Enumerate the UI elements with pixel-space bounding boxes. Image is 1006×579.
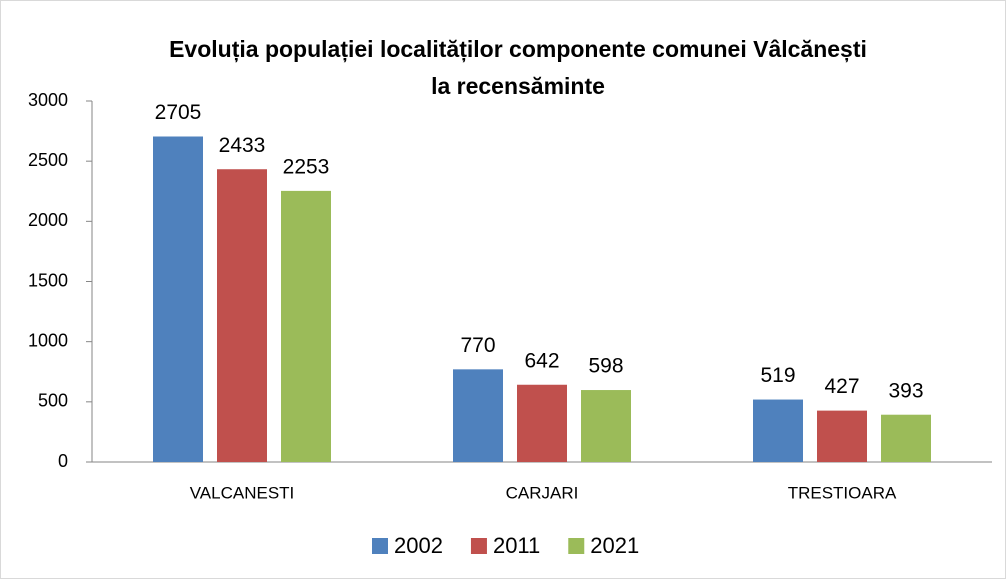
y-tick-label: 500 <box>38 391 68 411</box>
chart-title: Evoluția populației localităților compon… <box>169 36 867 63</box>
x-tick-label: VALCANESTI <box>190 483 295 502</box>
value-label: 2253 <box>283 155 330 178</box>
y-tick-label: 3000 <box>28 90 68 110</box>
bar <box>581 390 631 462</box>
legend-label: 2011 <box>493 533 540 558</box>
chart-title: la recensăminte <box>431 73 605 99</box>
x-tick-label: TRESTIOARA <box>788 483 897 502</box>
y-tick-label: 2500 <box>28 150 68 170</box>
bar <box>153 136 203 462</box>
bar <box>217 169 267 462</box>
legend-label: 2002 <box>394 533 443 558</box>
bar <box>817 410 867 462</box>
value-label: 770 <box>460 334 495 357</box>
bar <box>281 190 331 462</box>
bar <box>453 369 503 462</box>
legend-swatch <box>470 538 487 554</box>
value-label: 642 <box>524 349 559 372</box>
bar <box>517 384 567 462</box>
y-tick-label: 1000 <box>28 330 68 350</box>
legend-swatch <box>372 538 388 554</box>
y-tick-label: 0 <box>58 451 68 471</box>
y-tick-label: 2000 <box>28 210 68 230</box>
value-label: 2433 <box>219 134 266 157</box>
value-label: 427 <box>824 375 859 398</box>
legend-label: 2021 <box>590 533 639 558</box>
y-tick-label: 1500 <box>28 270 68 290</box>
bar <box>753 399 803 462</box>
legend-swatch <box>568 538 585 554</box>
value-label: 393 <box>888 379 923 402</box>
x-tick-label: CARJARI <box>506 483 579 502</box>
value-label: 2705 <box>155 101 202 124</box>
value-label: 519 <box>760 364 795 387</box>
value-label: 598 <box>588 355 623 378</box>
bar <box>881 414 931 462</box>
